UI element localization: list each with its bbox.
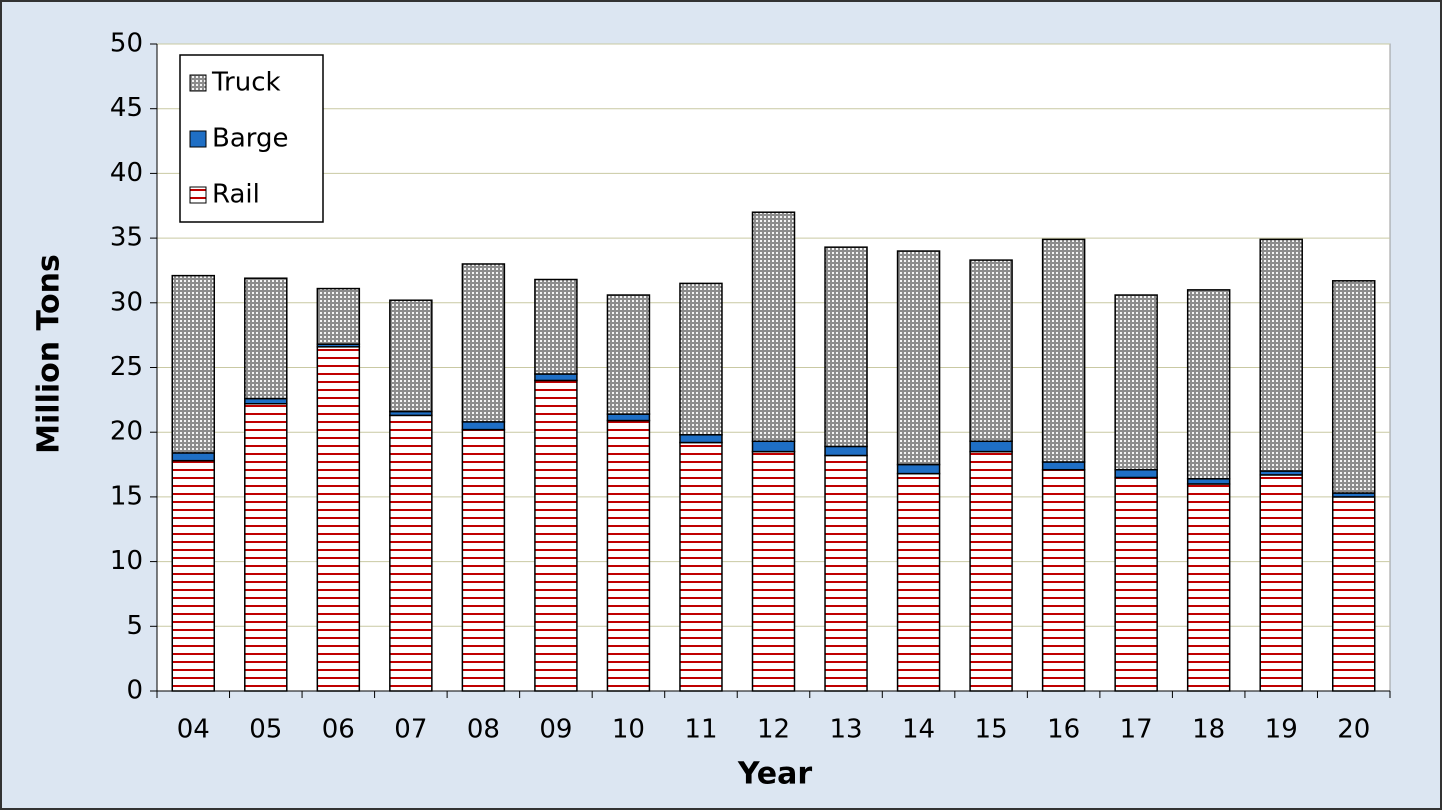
x-tick-label: 14: [902, 715, 935, 745]
bar-segment: [244, 402, 288, 692]
y-tick-label: 5: [126, 611, 143, 641]
bar-segment: [171, 459, 216, 692]
bar-segment: [969, 259, 1013, 443]
y-tick-label: 30: [110, 287, 143, 317]
legend-swatch: [189, 74, 207, 92]
bar-segment: [896, 463, 941, 475]
x-tick-label: 17: [1120, 715, 1153, 745]
y-tick-label: 40: [110, 158, 143, 188]
legend-swatch: [189, 186, 207, 204]
bar-segment: [679, 434, 723, 444]
y-tick-label: 10: [110, 546, 143, 576]
x-tick-label: 15: [975, 715, 1008, 745]
bar-segment: [679, 282, 723, 436]
bar-segment: [751, 211, 796, 443]
bar-segment: [1114, 476, 1158, 692]
x-tick-label: 06: [322, 715, 355, 745]
bar-segment: [244, 277, 288, 400]
bar-segment: [1259, 238, 1303, 472]
y-tick-label: 45: [110, 93, 143, 123]
x-tick-label: 09: [539, 715, 572, 745]
bar-segment: [1186, 478, 1231, 485]
x-tick-label: 19: [1265, 715, 1298, 745]
bar-segment: [534, 278, 578, 375]
bar-segment: [534, 379, 578, 692]
bar-segment: [461, 421, 506, 431]
bar-segment: [1259, 474, 1303, 692]
y-tick-label: 20: [110, 417, 143, 447]
x-tick-label: 12: [757, 715, 790, 745]
y-tick-label: 25: [110, 352, 143, 382]
x-tick-label: 18: [1192, 715, 1225, 745]
bar-segment: [824, 246, 868, 448]
y-axis-title: Million Tons: [32, 254, 67, 454]
bar-segment: [824, 454, 868, 692]
x-tick-label: 05: [249, 715, 282, 745]
x-tick-label: 20: [1337, 715, 1370, 745]
bar-segment: [606, 419, 651, 692]
x-tick-label: 16: [1047, 715, 1080, 745]
bar-segment: [896, 250, 941, 466]
bar-segment: [316, 346, 361, 692]
bar-segment: [171, 274, 216, 454]
bar-segment: [1186, 289, 1231, 480]
bar-segment: [606, 413, 651, 422]
x-axis-title: Year: [737, 757, 813, 792]
bar-segment: [969, 450, 1013, 692]
bar-segment: [606, 294, 651, 415]
legend-swatch: [189, 130, 207, 148]
bar-segment: [534, 373, 578, 382]
bar-segment: [679, 441, 723, 692]
bar-segment: [1331, 280, 1376, 494]
bar-segment: [751, 440, 796, 453]
x-tick-label: 07: [394, 715, 427, 745]
legend-label: Barge: [212, 124, 289, 154]
bar-segment: [389, 299, 433, 413]
bar-segment: [1041, 461, 1086, 471]
bar-segment: [389, 414, 433, 692]
x-tick-label: 04: [177, 715, 210, 745]
legend-label: Truck: [211, 68, 281, 98]
x-tick-label: 11: [684, 715, 717, 745]
x-tick-label: 10: [612, 715, 645, 745]
bar-segment: [751, 450, 796, 692]
x-tick-label: 08: [467, 715, 500, 745]
y-tick-label: 35: [110, 223, 143, 253]
bar-segment: [1114, 294, 1158, 471]
bar-segment: [1041, 468, 1086, 692]
y-tick-label: 15: [110, 481, 143, 511]
bar-segment: [461, 428, 506, 692]
bar-segment: [896, 472, 941, 692]
bar-segment: [1331, 496, 1376, 692]
bar-segment: [316, 287, 361, 345]
bar-segment: [171, 452, 216, 462]
x-tick-label: 13: [829, 715, 862, 745]
bar-segment: [1114, 468, 1158, 479]
legend-label: Rail: [212, 180, 260, 210]
bar-segment: [1186, 483, 1231, 692]
y-tick-label: 50: [110, 29, 143, 59]
bar-segment: [824, 445, 868, 457]
bar-segment: [969, 440, 1013, 453]
bar-segment: [244, 397, 288, 405]
bar-segment: [461, 263, 506, 423]
bar-segment: [1041, 238, 1086, 463]
y-tick-label: 0: [126, 676, 143, 706]
